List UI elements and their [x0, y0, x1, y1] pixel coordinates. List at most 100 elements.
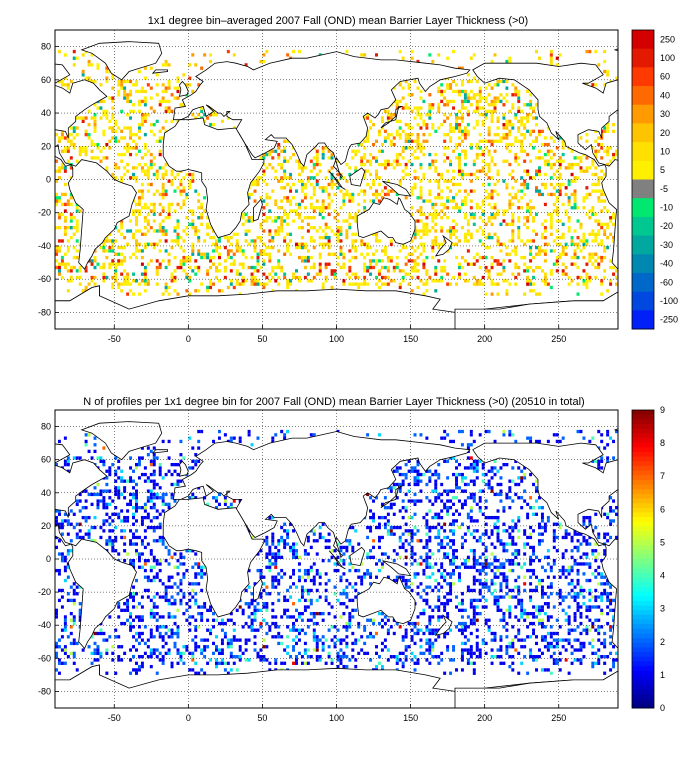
- data-bin: [582, 239, 586, 243]
- data-bin: [487, 166, 491, 170]
- data-bin: [336, 655, 340, 659]
- data-bin: [60, 166, 64, 170]
- data-bin: [55, 199, 58, 203]
- data-bin: [277, 572, 281, 576]
- data-bin: [188, 292, 192, 296]
- data-bin: [158, 222, 162, 227]
- data-bin: [392, 559, 396, 563]
- data-bin: [434, 496, 438, 500]
- data-bin: [380, 126, 384, 130]
- data-bin: [416, 209, 420, 213]
- data-bin: [369, 245, 373, 250]
- data-bin: [369, 162, 373, 167]
- data-bin: [372, 618, 376, 622]
- data-bin: [117, 83, 121, 87]
- data-bin: [339, 578, 343, 583]
- data-bin: [87, 136, 91, 140]
- data-bin: [437, 106, 441, 110]
- data-bin: [135, 176, 138, 180]
- data-bin: [363, 116, 367, 120]
- data-bin: [111, 242, 115, 246]
- data-bin: [425, 539, 429, 543]
- data-bin: [262, 602, 266, 606]
- data-bin: [108, 535, 112, 540]
- data-bin: [440, 615, 444, 619]
- data-bin: [567, 229, 571, 233]
- data-bin: [455, 113, 458, 117]
- data-bin: [395, 265, 399, 270]
- data-bin: [348, 525, 352, 530]
- data-bin: [280, 199, 284, 203]
- data-bin: [143, 76, 147, 80]
- data-bin: [176, 186, 180, 190]
- data-bin: [407, 252, 411, 256]
- data-bin: [416, 146, 420, 150]
- data-bin: [460, 116, 464, 120]
- data-bin: [469, 179, 473, 183]
- data-bin: [280, 661, 284, 665]
- data-bin: [330, 179, 334, 183]
- data-bin: [132, 109, 135, 114]
- data-bin: [114, 129, 118, 133]
- data-bin: [555, 269, 559, 273]
- data-bin: [543, 182, 547, 187]
- data-bin: [407, 282, 411, 286]
- data-bin: [315, 149, 319, 153]
- data-bin: [146, 559, 150, 563]
- data-bin: [425, 592, 429, 596]
- data-bin: [200, 255, 204, 260]
- data-bin: [389, 142, 393, 147]
- data-bin: [312, 578, 316, 583]
- data-bin: [490, 262, 494, 266]
- data-bin: [262, 588, 266, 593]
- data-bin: [126, 79, 130, 84]
- data-bin: [170, 245, 174, 250]
- data-bin: [440, 572, 444, 576]
- x-tick-label: 200: [477, 334, 492, 344]
- data-bin: [366, 252, 370, 256]
- data-bin: [137, 202, 141, 207]
- data-bin: [336, 186, 340, 190]
- data-bin: [146, 242, 150, 246]
- data-bin: [505, 279, 509, 283]
- data-bin: [440, 209, 444, 213]
- data-bin: [265, 49, 269, 54]
- data-bin: [469, 146, 473, 150]
- data-bin: [217, 621, 221, 626]
- data-bin: [105, 76, 109, 80]
- data-bin: [511, 186, 515, 190]
- data-bin: [573, 199, 577, 203]
- data-bin: [354, 638, 358, 642]
- data-bin: [306, 572, 310, 576]
- data-bin: [217, 245, 221, 250]
- data-bin: [123, 89, 127, 94]
- data-bin: [111, 512, 115, 516]
- data-bin: [573, 192, 577, 197]
- data-bin: [268, 549, 272, 553]
- data-bin: [457, 265, 461, 270]
- data-bin: [431, 226, 435, 230]
- data-bin: [446, 272, 450, 276]
- data-bin: [555, 189, 559, 193]
- data-bin: [167, 252, 171, 256]
- data-bin: [87, 529, 91, 533]
- data-bin: [446, 433, 450, 437]
- data-bin: [268, 229, 272, 233]
- data-bin: [552, 239, 556, 243]
- data-bin: [173, 621, 177, 626]
- data-bin: [229, 618, 233, 622]
- data-bin: [268, 628, 272, 632]
- data-bin: [105, 489, 109, 493]
- data-bin: [606, 73, 610, 77]
- data-bin: [111, 549, 115, 553]
- data-bin: [612, 129, 616, 133]
- data-bin: [549, 269, 553, 273]
- data-bin: [452, 226, 456, 230]
- data-bin: [357, 638, 361, 642]
- data-bin: [69, 275, 73, 280]
- data-bin: [505, 245, 509, 250]
- data-bin: [63, 192, 67, 197]
- data-bin: [449, 545, 453, 550]
- data-bin: [253, 611, 257, 616]
- data-bin: [404, 631, 408, 636]
